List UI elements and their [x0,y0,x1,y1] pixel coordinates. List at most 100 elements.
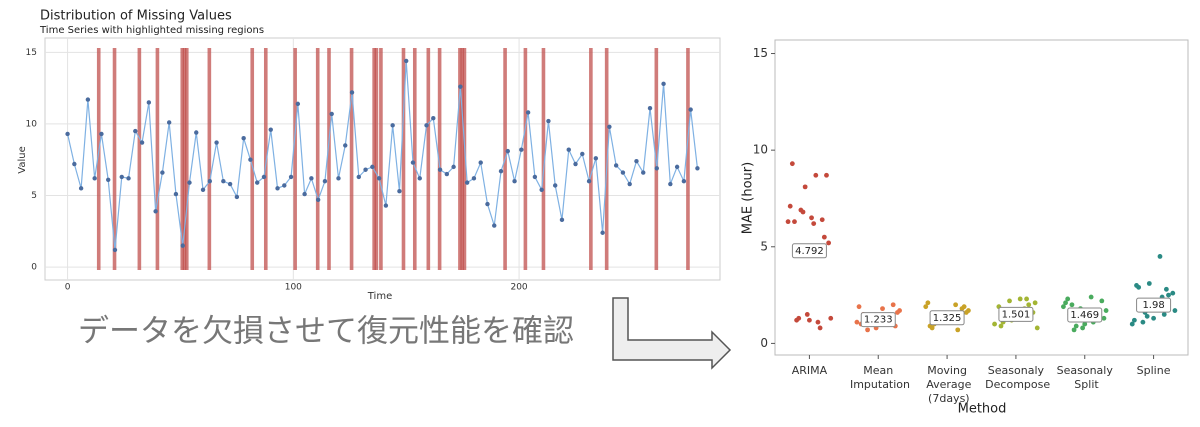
data-point [349,90,355,95]
data-point [234,194,240,200]
data-point [654,166,659,171]
data-point [370,164,375,170]
missing-region [426,48,431,270]
data-point [146,100,152,105]
data-point [998,323,1004,329]
data-point [458,84,463,89]
missing-region [327,48,331,270]
data-point [268,127,273,132]
data-point [214,140,219,145]
data-point [586,178,592,184]
data-point [792,219,797,225]
data-point [661,81,666,87]
series-line [66,60,699,250]
data-point [815,319,821,325]
data-point [1026,302,1032,308]
median-box [1067,307,1103,323]
data-point [955,327,961,333]
data-point [194,130,199,135]
data-point [288,174,294,180]
data-point [688,107,693,112]
missing-region [374,48,379,270]
data-point [681,178,687,184]
data-point [1080,325,1086,331]
data-point [809,215,814,221]
y-tick-label: 0 [760,336,768,350]
data-point [404,58,409,64]
data-point [424,123,429,128]
missing-region [460,48,464,270]
data-point [417,176,422,181]
data-point [1032,300,1038,306]
missing-region [155,48,160,270]
data-point [295,101,301,107]
data-point [329,111,334,117]
y-axis-label: Value [17,146,28,173]
data-point [505,148,510,154]
data-point [796,315,802,321]
data-point [519,147,524,152]
data-point [437,167,443,172]
data-point [553,183,558,188]
median-label: 4.792 [795,246,824,257]
missing-region [207,48,212,270]
missing-region [437,48,442,270]
median-box [1136,297,1172,313]
missing-region [96,48,101,270]
data-point [444,171,450,177]
data-point [923,304,929,310]
data-point [390,123,395,128]
data-point [282,183,287,188]
data-point [966,308,971,313]
data-point [1170,290,1176,296]
chart-subtitle: Time Series with highlighted missing reg… [39,25,264,36]
x-axis-label: Method [958,402,1007,417]
missing-region [180,48,185,270]
missing-region [523,48,528,270]
y-tick-label: 0 [31,263,37,273]
x-tick-label: Spline [1137,364,1171,377]
data-point [65,131,70,137]
y-tick-label: 10 [26,119,38,129]
data-point [607,124,612,129]
data-point [1065,296,1071,302]
caption: データを欠損させて復元性能を確認 [78,314,574,350]
data-point [1063,300,1068,306]
data-point [397,189,402,194]
x-axis-label: Time [367,291,392,302]
data-point [187,180,192,185]
data-point [525,110,531,115]
data-point [1146,281,1152,286]
data-point [1140,319,1146,325]
data-point [512,178,517,184]
data-point [613,163,619,168]
data-point [785,219,791,225]
data-point [1024,296,1029,302]
median-label: 1.469 [1070,310,1099,321]
data-point [897,308,902,313]
data-point [961,304,967,310]
data-point [92,176,97,181]
data-point [241,136,246,141]
data-point [1101,315,1107,321]
data-point [1129,321,1135,327]
missing-region [686,48,690,270]
data-point [261,174,267,180]
data-point [464,180,470,185]
data-point [647,105,653,111]
y-axis-label: MAE (hour) [741,162,756,234]
median-label: 1.233 [864,315,893,326]
data-point [1163,286,1169,292]
missing-region [589,48,593,270]
data-point [133,128,138,134]
data-point [1069,302,1075,308]
data-point [824,172,829,178]
median-box [860,312,896,328]
data-point [1103,308,1109,313]
missing-region [112,48,117,270]
data-point [471,176,477,181]
median-box [998,306,1034,322]
data-point [451,164,456,170]
data-point [1166,292,1171,298]
data-point [498,168,504,174]
